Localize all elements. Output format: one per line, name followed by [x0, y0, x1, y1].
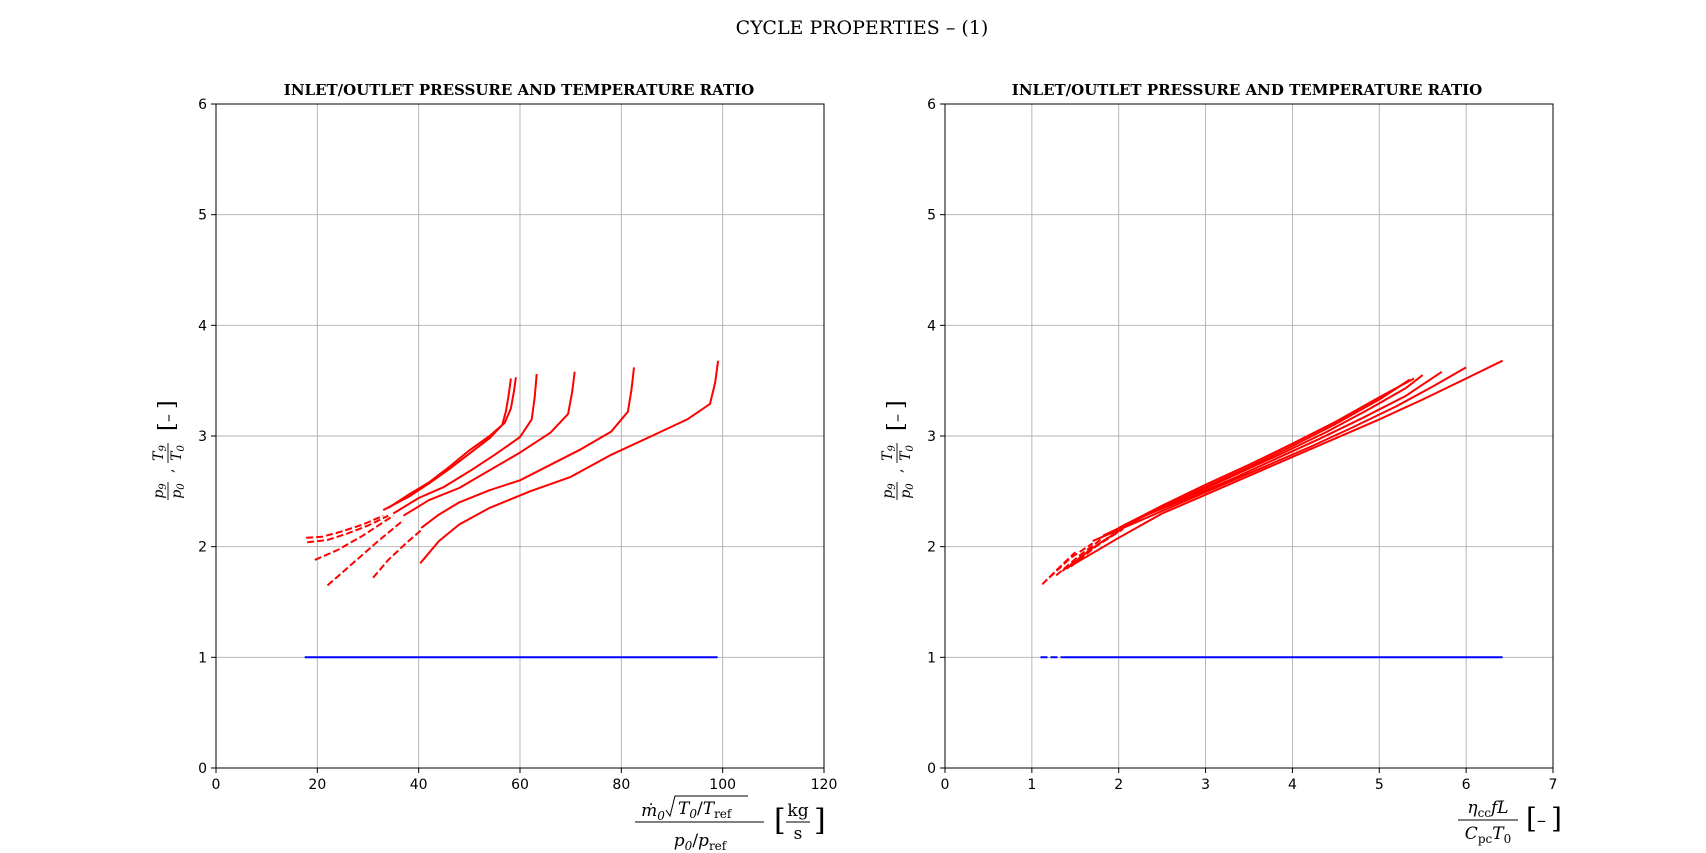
subplot-right-xtick-label-3: 3 [1201, 777, 1210, 793]
subplot-right: INLET/OUTLET PRESSURE AND TEMPERATURE RA… [880, 81, 1562, 846]
svg-text:–: – [887, 414, 906, 422]
subplot-left-series-8-p9-p0-line [372, 529, 422, 579]
subplot-left-ytick-label-0: 0 [198, 761, 207, 777]
subplot-right-ytick-label-4: 4 [927, 318, 936, 334]
subplot-right-xtick-label-0: 0 [941, 777, 950, 793]
subplot-left-series-6-p9-p0-line [326, 519, 405, 587]
svg-text:T0: T0 [898, 445, 916, 461]
svg-text:p0: p0 [169, 483, 187, 499]
subplot-left-xlabel: ṁ0 T0/Tref p0/pref [ kg s ] [635, 795, 826, 853]
svg-text:kg: kg [787, 801, 808, 821]
subplot-right-xtick-label-2: 2 [1114, 777, 1123, 793]
subplot-left-series [304, 360, 720, 659]
subplot-left-ticks: 0 20 40 60 80 100 120 0 1 2 3 4 5 6 [198, 97, 837, 793]
subplot-right-xtick-label-5: 5 [1375, 777, 1384, 793]
subplot-right-xtick-label-1: 1 [1027, 777, 1036, 793]
subplot-left-series-0-p9-p0-line [306, 514, 384, 539]
svg-text:,: , [161, 469, 177, 473]
svg-text:ηccfL: ηccfL [1467, 798, 1508, 820]
subplot-right-series-1-p9-p0-line [1074, 359, 1504, 565]
svg-text:–: – [158, 414, 177, 422]
subplot-right-ticks: 0 1 2 3 4 5 6 7 0 1 2 3 4 5 6 [927, 97, 1557, 793]
figure-title: CYCLE PROPERTIES – (1) [736, 17, 989, 39]
subplot-left-xtick-label-60: 60 [511, 777, 529, 793]
subplot-left-series-3-p9-p0-line [387, 377, 517, 509]
subplot-left-xtick-label-120: 120 [811, 777, 838, 793]
subplot-right-series-9-p9-p0-line [1118, 378, 1411, 529]
subplot-left-series-9-p9-p0-line [420, 367, 635, 529]
subplot-left-xtick-label-100: 100 [709, 777, 736, 793]
svg-text:[: [ [774, 803, 786, 838]
subplot-right-ytick-label-0: 0 [927, 761, 936, 777]
subplot-left-ytick-label-3: 3 [198, 429, 207, 445]
subplot-left-series-1-p9-p0-line [382, 378, 512, 511]
subplot-left-xtick-label-80: 80 [612, 777, 630, 793]
subplot-right-series-2-p9-p0-line [1048, 542, 1094, 579]
subplot-right-ytick-label-6: 6 [927, 97, 936, 113]
subplot-right-xlabel: ηccfL CpcT0 [ – ] [1458, 798, 1562, 846]
svg-text:[: [ [884, 422, 909, 431]
svg-text:T0/Tref: T0/Tref [678, 799, 733, 821]
subplot-left-ytick-label-5: 5 [198, 208, 207, 224]
subplot-left-xtick-label-0: 0 [212, 777, 221, 793]
subplot-right-series-10-p9-p0-line [1070, 528, 1124, 568]
svg-text:]: ] [814, 803, 826, 838]
svg-text:s: s [794, 824, 803, 844]
subplot-right-title: INLET/OUTLET PRESSURE AND TEMPERATURE RA… [1012, 81, 1482, 99]
svg-text:]: ] [155, 400, 180, 409]
subplot-right-series-3-p9-p0-line [1092, 366, 1467, 543]
svg-text:T0: T0 [169, 445, 187, 461]
subplot-left: INLET/OUTLET PRESSURE AND TEMPERATURE RA… [151, 81, 837, 853]
subplot-right-series [1040, 359, 1504, 659]
subplot-left-series-2-p9-p0-line [307, 514, 389, 544]
subplot-right-ytick-label-1: 1 [927, 650, 936, 666]
svg-text:]: ] [1551, 802, 1562, 835]
svg-text:CpcT0: CpcT0 [1465, 824, 1511, 846]
subplot-left-ytick-label-1: 1 [198, 650, 207, 666]
subplot-right-series-11-p9-p0-line [1122, 377, 1415, 527]
svg-text:[: [ [1526, 802, 1537, 835]
svg-text:]: ] [884, 400, 909, 409]
subplot-right-ytick-label-5: 5 [927, 208, 936, 224]
subplot-right-xtick-label-6: 6 [1462, 777, 1471, 793]
subplot-left-ytick-label-4: 4 [198, 318, 207, 334]
subplot-left-series-10-p9-p0-line [419, 360, 720, 564]
svg-text:p9: p9 [151, 483, 169, 499]
subplot-right-xtick-label-4: 4 [1288, 777, 1297, 793]
subplot-left-series-4-p9-p0-line [314, 514, 394, 561]
svg-text:T9: T9 [880, 445, 898, 461]
subplot-left-xtick-label-20: 20 [308, 777, 326, 793]
svg-text:p0: p0 [898, 483, 916, 499]
svg-text:p0/pref: p0/pref [674, 831, 728, 853]
svg-text:[: [ [155, 422, 180, 431]
svg-text:,: , [890, 469, 906, 473]
svg-text:ṁ0: ṁ0 [641, 801, 665, 823]
subplot-left-ytick-label-2: 2 [198, 540, 207, 556]
subplot-right-ytick-label-2: 2 [927, 540, 936, 556]
subplot-left-ytick-label-6: 6 [198, 97, 207, 113]
subplot-left-title: INLET/OUTLET PRESSURE AND TEMPERATURE RA… [284, 81, 754, 99]
svg-text:T9: T9 [151, 445, 169, 461]
svg-text:–: – [1537, 810, 1546, 831]
subplot-left-ylabel: p9 p0 , T9 T0 [ – ] [151, 400, 187, 500]
subplot-right-xtick-label-7: 7 [1549, 777, 1558, 793]
subplot-right-ytick-label-3: 3 [927, 429, 936, 445]
subplot-left-series-5-p9-p0-line [392, 373, 538, 515]
subplot-right-grid [944, 103, 1554, 769]
subplot-right-ylabel: p9 p0 , T9 T0 [ – ] [880, 400, 916, 500]
subplot-left-series-7-p9-p0-line [402, 371, 576, 517]
subplot-left-xtick-label-40: 40 [410, 777, 428, 793]
svg-text:p9: p9 [880, 483, 898, 499]
